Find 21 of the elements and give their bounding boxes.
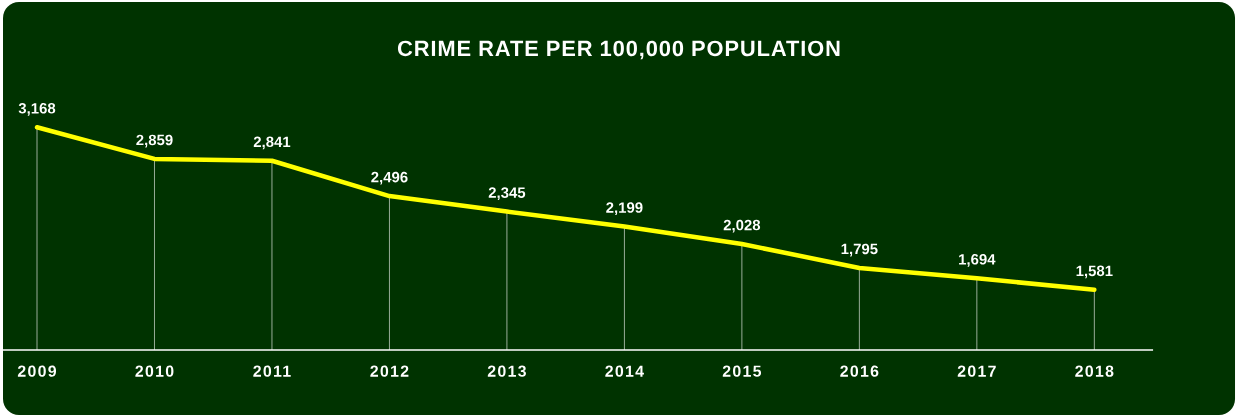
x-tick-label: 2016 [840, 365, 879, 377]
data-label: 2,859 [136, 134, 173, 148]
data-label: 2,841 [253, 136, 291, 150]
x-tick-label: 2014 [605, 365, 644, 377]
x-tick-label: 2009 [17, 365, 57, 377]
data-label: 1,694 [959, 254, 996, 267]
chart-title: CRIME RATE PER 100,000 POPULATION [397, 40, 840, 60]
x-tick-label: 2017 [957, 365, 996, 377]
data-label: 1,581 [1076, 265, 1113, 279]
x-tick-label: 2013 [487, 365, 526, 377]
x-tick-label: 2011 [253, 365, 291, 377]
data-label: 2,199 [606, 202, 643, 216]
data-label: 2,028 [723, 219, 761, 233]
data-label: 2,345 [488, 187, 526, 201]
x-tick-label: 2010 [135, 365, 174, 377]
data-label: 3,168 [18, 102, 56, 116]
x-tick-label: 2015 [722, 365, 762, 377]
data-label: 2,496 [371, 171, 408, 185]
x-tick-label: 2012 [370, 365, 409, 377]
data-label: 1,795 [841, 243, 878, 257]
x-tick-label: 2018 [1075, 365, 1114, 377]
